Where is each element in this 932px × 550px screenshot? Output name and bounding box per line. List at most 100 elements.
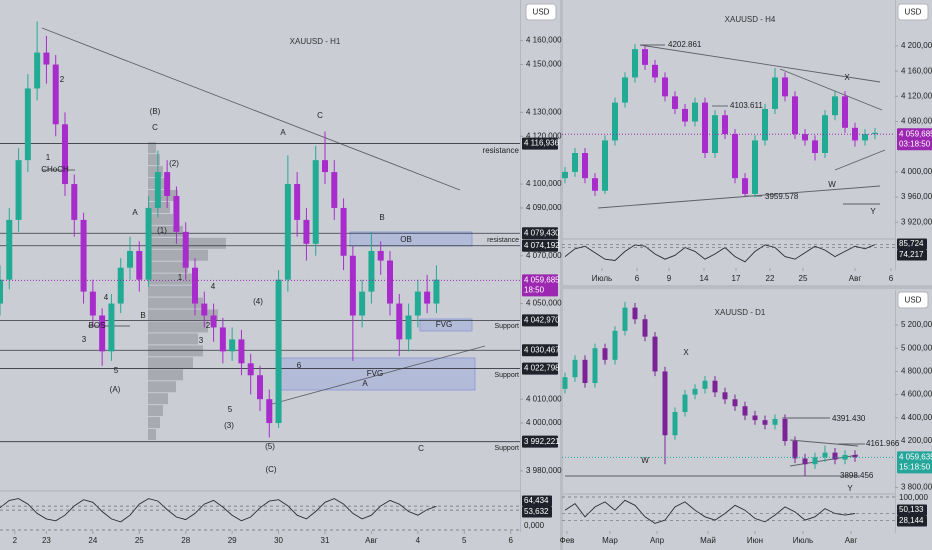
currency-button[interactable] (525, 3, 557, 21)
level-label: 4 116,936 (524, 139, 560, 148)
y-tick-label: 4 800,000 (901, 367, 932, 376)
x-tick-label: Апр (650, 536, 665, 545)
candle-body (762, 108, 768, 141)
level-label: 3 992,221 (524, 437, 560, 446)
y-tick-label: 4 150,000 (526, 60, 562, 69)
volume-profile-bar (148, 154, 160, 166)
candle-body (732, 134, 738, 179)
candle-body (136, 250, 143, 280)
candle-body (99, 315, 106, 352)
oscillator-label: 50,133 (899, 505, 924, 514)
trend-line (271, 345, 486, 405)
annotation: 4103.611 (730, 101, 763, 110)
level-label-box (522, 362, 558, 375)
candle-body (15, 160, 22, 220)
candle-body (89, 291, 96, 316)
volume-profile-bar (148, 297, 203, 309)
y-tick-label: 3 920,000 (901, 217, 932, 226)
candle-body (396, 303, 403, 340)
trend-line (597, 185, 881, 209)
chart-title: XAUUSD - H1 (290, 37, 341, 46)
candle-body (0, 279, 3, 304)
candle-body (672, 96, 678, 109)
candle-body (632, 49, 638, 78)
oscillator-label: 74,217 (899, 250, 924, 259)
candle-body (752, 140, 758, 194)
candle-body (562, 377, 568, 389)
candle-body (812, 140, 818, 153)
annotation: C (317, 111, 323, 120)
annotation: 6 (297, 361, 302, 370)
y-tick-label: 4 090,000 (526, 203, 562, 212)
x-tick-label: 4 (416, 536, 421, 545)
panel-h1 (0, 0, 560, 550)
annotation: (B) (150, 107, 161, 116)
y-tick-label: 4 200,000 (901, 436, 932, 445)
candle-body (722, 115, 728, 135)
candle-body (702, 102, 708, 153)
annotation: 1 (178, 273, 183, 282)
y-tick-label: 5 000,000 (901, 343, 932, 352)
candle-body (368, 250, 375, 292)
candle-body (652, 336, 658, 372)
volume-profile-bar (148, 345, 203, 357)
volume-profile-bar (148, 369, 183, 381)
x-tick-label: 28 (181, 536, 190, 545)
y-tick-label: 4 600,000 (901, 390, 932, 399)
volume-profile-bar (148, 405, 163, 417)
annotation: 4202.861 (668, 40, 702, 49)
y-tick-label: 4 000,000 (526, 418, 562, 427)
x-tick-label: Июль (793, 536, 813, 545)
candle-body (612, 102, 618, 141)
candle-body (692, 102, 698, 122)
candle-body (662, 371, 668, 436)
level-label: 4 030,467 (524, 345, 560, 354)
y-tick-label: 4 200,000 (901, 41, 932, 50)
oscillator-line (564, 499, 856, 524)
candle-body (592, 348, 598, 384)
candle-body (294, 184, 301, 220)
candle-body (71, 184, 78, 220)
x-tick-label: Авг (845, 536, 858, 545)
x-tick-label: Авг (849, 274, 862, 283)
candle-body (303, 219, 310, 244)
candle-body (772, 77, 778, 109)
volume-profile-bar (148, 142, 156, 154)
zone (279, 357, 476, 391)
candle-body (424, 291, 431, 304)
x-tick-label: 2 (13, 536, 18, 545)
candle-body (752, 415, 758, 421)
candle-body (108, 303, 115, 352)
volume-profile-bar (148, 261, 188, 273)
volume-profile-bar (148, 166, 163, 178)
candle-body (387, 260, 393, 304)
panel-d1 (563, 289, 932, 550)
annotation: 3 (199, 336, 204, 345)
candle-body (6, 219, 13, 280)
chart-title: XAUUSD - H4 (725, 15, 776, 24)
annotation: FVG (436, 320, 452, 329)
oscillator-line (564, 244, 876, 263)
currency-button[interactable] (897, 291, 929, 309)
candle-body (154, 172, 161, 208)
oscillator-label-box (522, 506, 552, 518)
annotation: W (641, 456, 649, 465)
candle-body (349, 255, 356, 316)
x-tick-label: 6 (889, 274, 894, 283)
annotation: BOS (89, 321, 106, 330)
annotation: Support (494, 323, 519, 330)
annotation: FVG (367, 369, 383, 378)
oscillator-label: 28,144 (899, 516, 924, 525)
candle-body (652, 64, 658, 78)
currency-button[interactable] (897, 3, 929, 21)
x-tick-label: 25 (135, 536, 144, 545)
candle-body (52, 64, 59, 125)
y-tick-label: 3 980,000 (526, 466, 562, 475)
y-tick-label: 4 120,000 (526, 131, 562, 140)
annotation: C (418, 444, 424, 453)
candle-body (257, 375, 263, 400)
candle-body (247, 363, 254, 376)
zone (419, 318, 473, 332)
candle-body (405, 315, 412, 340)
x-tick-label: Май (700, 536, 716, 545)
